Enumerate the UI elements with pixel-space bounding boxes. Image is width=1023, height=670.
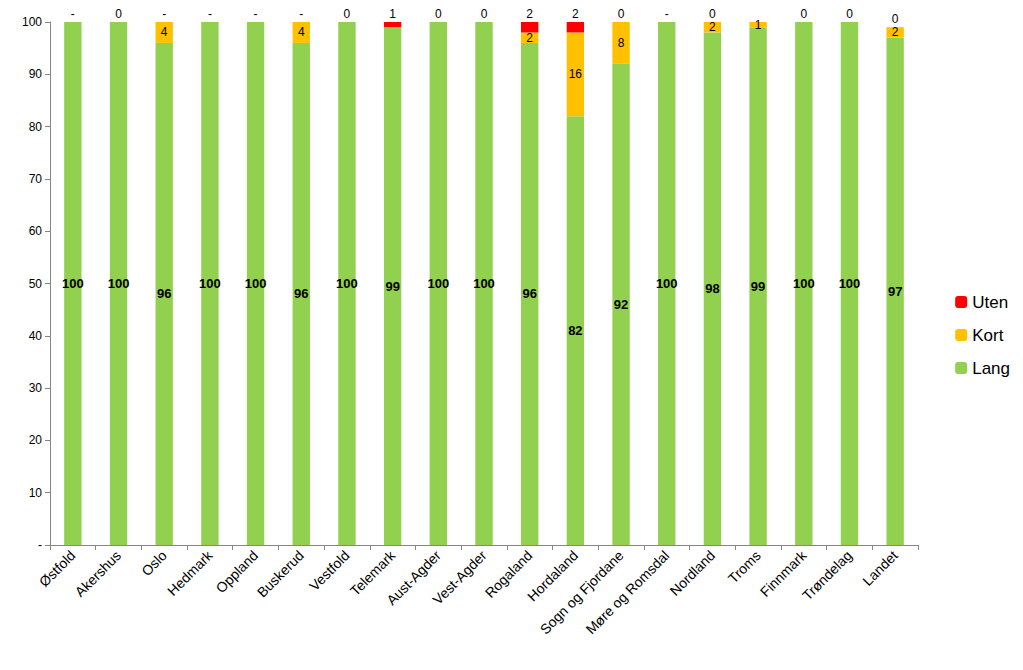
svg-text:-: - [208,7,212,21]
svg-text:100: 100 [336,276,358,291]
svg-text:98: 98 [705,281,719,296]
svg-text:2: 2 [526,31,533,45]
svg-text:20: 20 [29,433,43,447]
svg-text:-: - [299,7,303,21]
svg-text:Akershus: Akershus [72,547,125,600]
svg-text:99: 99 [385,279,399,294]
svg-text:1: 1 [389,7,396,21]
svg-text:0: 0 [618,7,625,21]
svg-text:Buskerud: Buskerud [254,547,307,600]
svg-text:70: 70 [29,172,43,186]
svg-text:100: 100 [793,276,815,291]
svg-text:90: 90 [29,67,43,81]
svg-text:92: 92 [614,297,628,312]
svg-text:Landet: Landet [859,547,901,589]
svg-text:4: 4 [161,25,168,39]
svg-text:0: 0 [846,7,853,21]
svg-text:Lang: Lang [972,359,1010,378]
svg-text:2: 2 [709,20,716,34]
svg-text:100: 100 [839,276,861,291]
svg-text:96: 96 [157,286,171,301]
svg-text:100: 100 [108,276,130,291]
svg-text:100: 100 [245,276,267,291]
svg-text:2: 2 [892,25,899,39]
svg-text:100: 100 [656,276,678,291]
svg-text:16: 16 [569,67,583,81]
svg-text:-: - [162,7,166,21]
svg-text:0: 0 [435,7,442,21]
svg-text:Oppland: Oppland [212,547,262,596]
svg-text:Sogn og Fjordane: Sogn og Fjordane [537,547,627,637]
svg-text:50: 50 [29,277,43,291]
svg-text:Hordaland: Hordaland [524,547,581,605]
svg-text:0: 0 [709,7,716,21]
svg-text:Oslo: Oslo [138,547,170,579]
svg-text:-: - [665,7,669,21]
svg-text:Vestfold: Vestfold [306,547,353,594]
svg-text:Vest-Agder: Vest-Agder [429,547,489,607]
svg-text:8: 8 [618,36,625,50]
svg-text:Nordland: Nordland [667,547,718,598]
svg-text:Møre og Romsdal: Møre og Romsdal [582,547,672,637]
svg-text:0: 0 [892,12,899,26]
svg-text:2: 2 [526,7,533,21]
svg-text:Finnmark: Finnmark [756,547,810,600]
svg-text:Rogaland: Rogaland [481,547,536,601]
svg-text:80: 80 [29,120,43,134]
svg-text:Telemark: Telemark [346,547,399,599]
svg-text:1: 1 [755,18,762,32]
svg-text:0: 0 [344,7,351,21]
svg-text:4: 4 [298,25,305,39]
svg-text:100: 100 [427,276,449,291]
svg-text:2: 2 [572,7,579,21]
svg-text:Kort: Kort [972,326,1003,345]
svg-text:Østfold: Østfold [36,547,79,590]
svg-text:0: 0 [800,7,807,21]
svg-text:60: 60 [29,224,43,238]
svg-text:Troms: Troms [725,547,764,586]
svg-text:99: 99 [751,279,765,294]
svg-text:100: 100 [62,276,84,291]
svg-text:100: 100 [473,276,495,291]
svg-text:-: - [71,7,75,21]
svg-text:30: 30 [29,381,43,395]
svg-text:96: 96 [294,286,308,301]
svg-text:Trøndelag: Trøndelag [799,547,855,603]
svg-text:10: 10 [29,486,43,500]
svg-text:0: 0 [481,7,488,21]
svg-text:-: - [254,7,258,21]
svg-text:97: 97 [888,284,902,299]
svg-text:Uten: Uten [972,293,1008,312]
svg-text:40: 40 [29,329,43,343]
svg-text:0: 0 [115,7,122,21]
svg-text:100: 100 [199,276,221,291]
svg-text:82: 82 [568,323,582,338]
svg-text:Aust-Agder: Aust-Agder [383,547,444,609]
svg-text:96: 96 [522,286,536,301]
svg-text:100: 100 [22,15,42,29]
svg-text:-: - [38,538,42,552]
svg-text:Hedmark: Hedmark [164,547,216,599]
